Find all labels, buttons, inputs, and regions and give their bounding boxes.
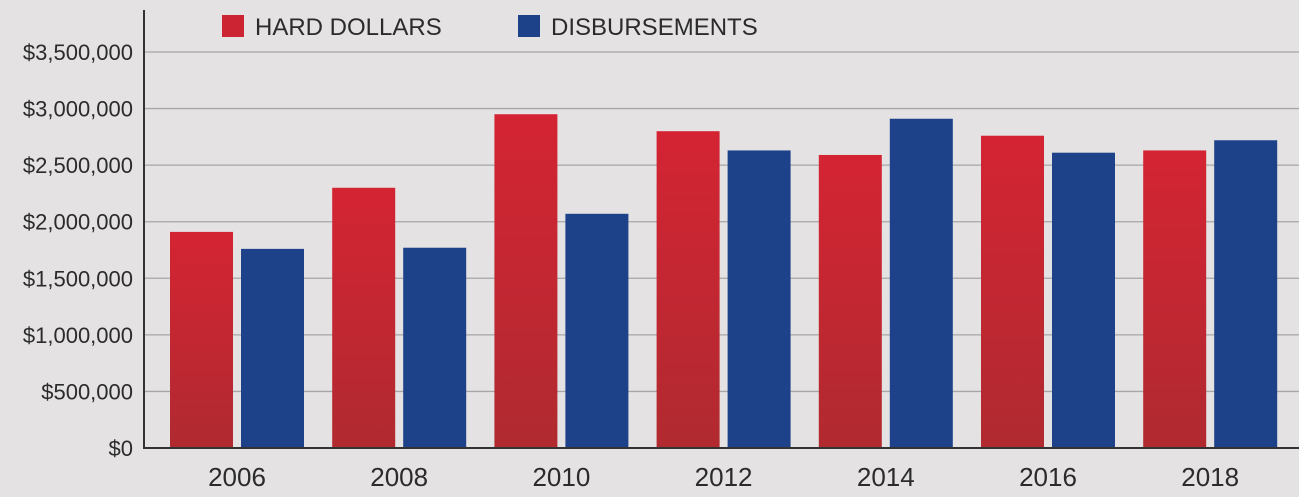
bar-hard-dollars-2008 bbox=[332, 187, 396, 448]
y-tick-label: $1,000,000 bbox=[23, 323, 133, 348]
y-tick-label: $3,000,000 bbox=[23, 97, 133, 122]
axes bbox=[143, 10, 1299, 449]
y-tick-label: $2,500,000 bbox=[23, 153, 133, 178]
x-tick-label: 2012 bbox=[695, 462, 753, 492]
bar-hard-dollars-2018 bbox=[1143, 150, 1207, 449]
bar-hard-dollars-2010 bbox=[494, 114, 558, 448]
bar-disbursements-2012 bbox=[727, 150, 791, 449]
bar-disbursements-2006 bbox=[241, 248, 304, 448]
legend-swatch-hard-dollars bbox=[222, 15, 244, 37]
legend-label-disbursements: DISBURSEMENTS bbox=[551, 14, 758, 41]
bar-disbursements-2016 bbox=[1052, 152, 1115, 448]
x-tick-labels: 2006 2008 2010 2012 2014 2016 2018 bbox=[208, 462, 1239, 492]
grid-lines bbox=[144, 51, 1299, 393]
x-tick-label: 2014 bbox=[857, 462, 915, 492]
legend-swatch-disbursements bbox=[518, 15, 540, 37]
bar-disbursements-2010 bbox=[565, 213, 629, 448]
bar-disbursements-2008 bbox=[403, 247, 467, 448]
y-tick-label: $2,000,000 bbox=[23, 210, 133, 235]
x-tick-label: 2018 bbox=[1181, 462, 1239, 492]
legend-label-hard-dollars: HARD DOLLARS bbox=[255, 14, 442, 41]
bar-hard-dollars-2012 bbox=[656, 131, 720, 448]
x-tick-label: 2010 bbox=[532, 462, 590, 492]
y-tick-label: $1,500,000 bbox=[23, 266, 133, 291]
bar-disbursements-2018 bbox=[1214, 140, 1278, 448]
bar-hard-dollars-2006 bbox=[170, 231, 233, 448]
y-tick-label: $500,000 bbox=[41, 379, 133, 404]
bar-hard-dollars-2014 bbox=[818, 154, 882, 448]
y-tick-label: $0 bbox=[109, 436, 133, 461]
bar-disbursements-2014 bbox=[889, 118, 953, 449]
x-tick-label: 2008 bbox=[370, 462, 428, 492]
x-tick-label: 2016 bbox=[1019, 462, 1077, 492]
bar-hard-dollars-2016 bbox=[981, 135, 1044, 448]
y-tick-labels: $0 $500,000 $1,000,000 $1,500,000 $2,000,000… bbox=[23, 40, 133, 461]
legend: HARD DOLLARS DISBURSEMENTS bbox=[222, 14, 758, 41]
x-tick-label: 2006 bbox=[208, 462, 266, 492]
y-tick-label: $3,500,000 bbox=[23, 40, 133, 65]
bars bbox=[170, 114, 1278, 449]
